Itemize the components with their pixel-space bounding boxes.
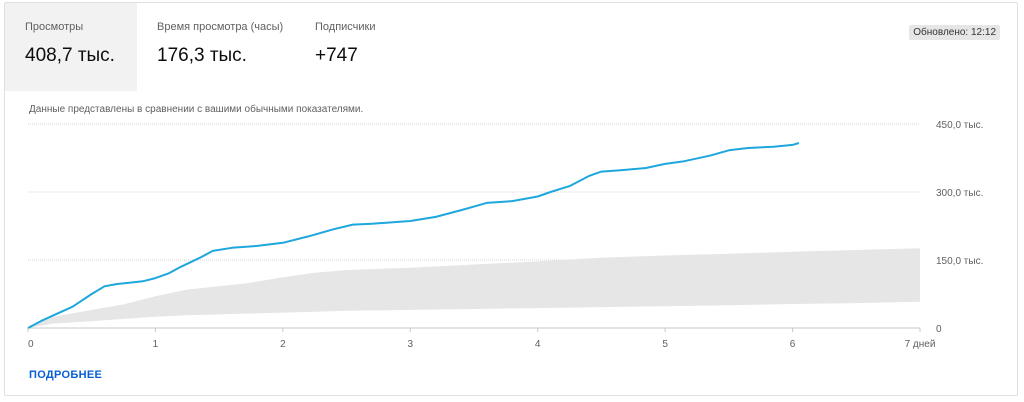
typical-range-band	[28, 248, 920, 328]
y-tick-labels: 0 150,0 тыс. 300,0 тыс. 450,0 тыс.	[936, 120, 983, 335]
x-tick-label-2: 2	[280, 339, 286, 350]
x-tick-label-4: 4	[535, 339, 541, 350]
y-tick-label-0: 0	[936, 324, 942, 335]
tab-views[interactable]: Просмотры 408,7 тыс.	[5, 3, 137, 91]
x-tick-label-5: 5	[662, 339, 668, 350]
more-details-link[interactable]: ПОДРОБНЕЕ	[29, 369, 103, 381]
metric-tabs: Просмотры 408,7 тыс. Время просмотра (ча…	[5, 3, 1017, 91]
grid-layer	[27, 123, 921, 332]
tab-views-label: Просмотры	[25, 21, 84, 33]
tab-subscribers[interactable]: Подписчики +747	[295, 3, 425, 91]
tab-watch-time-value: 176,3 тыс.	[157, 45, 247, 66]
x-tick-label-1: 1	[153, 339, 159, 350]
y-tick-label-1: 150,0 тыс.	[936, 256, 983, 267]
views-chart: 0 150,0 тыс. 300,0 тыс. 450,0 тыс. 0 1 2 3 4 5 6 7…	[27, 120, 983, 350]
tab-views-value: 408,7 тыс.	[25, 45, 115, 66]
y-tick-label-3: 450,0 тыс.	[936, 120, 983, 131]
x-tick-label-3: 3	[408, 339, 414, 350]
analytics-card: Просмотры 408,7 тыс. Время просмотра (ча…	[4, 2, 1018, 396]
tab-subscribers-label: Подписчики	[315, 21, 376, 33]
comparison-note: Данные представлены в сравнении с вашими…	[29, 104, 364, 115]
x-tick-label-6: 6	[790, 339, 796, 350]
views-series-line	[27, 142, 800, 329]
tab-watch-time[interactable]: Время просмотра (часы) 176,3 тыс.	[137, 3, 295, 91]
x-tick-label-0: 0	[28, 339, 34, 350]
x-tick-label-7: 7 дней	[905, 339, 936, 350]
tab-watch-time-label: Время просмотра (часы)	[157, 21, 284, 33]
tab-subscribers-value: +747	[315, 45, 358, 66]
updated-badge: Обновлено: 12:12	[909, 25, 1000, 40]
y-tick-label-2: 300,0 тыс.	[936, 188, 983, 199]
x-tick-labels: 0 1 2 3 4 5 6 7 дней	[28, 339, 935, 350]
